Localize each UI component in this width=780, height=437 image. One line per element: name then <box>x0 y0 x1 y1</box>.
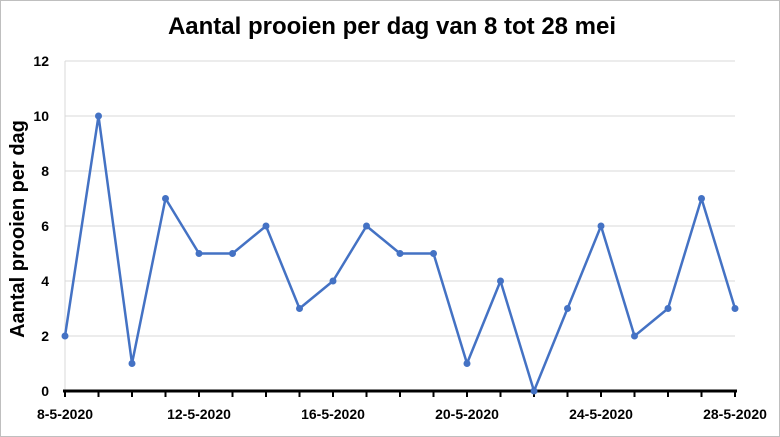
x-tick-label: 20-5-2020 <box>435 406 499 422</box>
data-point <box>564 305 571 312</box>
y-tick-label: 0 <box>41 383 49 399</box>
data-point <box>296 305 303 312</box>
data-point <box>128 360 136 367</box>
data-point <box>229 250 236 257</box>
y-tick-labels: 0 2 4 6 8 10 12 <box>33 53 49 399</box>
y-tick-label: 6 <box>41 218 49 234</box>
data-point <box>363 222 370 230</box>
data-point <box>430 250 437 257</box>
data-point <box>61 332 69 340</box>
chart-title: Aantal prooien per dag van 8 tot 28 mei <box>168 13 616 40</box>
data-point <box>463 360 471 367</box>
data-point <box>95 112 102 120</box>
y-tick-label: 4 <box>41 273 49 289</box>
data-point <box>597 222 605 230</box>
y-tick-label: 12 <box>33 53 49 69</box>
y-axis-label: Aantal prooien per dag <box>7 120 29 338</box>
data-point <box>195 250 203 257</box>
gridlines <box>65 60 735 337</box>
x-tick-label: 24-5-2020 <box>569 406 633 422</box>
series-line <box>61 112 739 395</box>
data-point <box>497 277 504 285</box>
x-tick-label: 12-5-2020 <box>167 406 231 422</box>
x-tick-label: 8-5-2020 <box>37 406 93 422</box>
x-tick-labels: 8-5-2020 12-5-2020 16-5-2020 20-5-2020 24-5-… <box>37 391 767 422</box>
y-tick-label: 2 <box>41 328 49 344</box>
data-point <box>698 195 705 202</box>
data-point <box>162 195 169 202</box>
y-tick-label: 8 <box>41 163 49 179</box>
y-tick-label: 10 <box>33 108 49 124</box>
data-point <box>664 305 672 312</box>
data-point <box>530 387 538 395</box>
data-point <box>731 305 739 312</box>
data-point <box>396 250 404 257</box>
data-point <box>262 222 270 230</box>
x-tick-label: 16-5-2020 <box>301 406 365 422</box>
data-point <box>631 332 638 340</box>
x-tick-label: 28-5-2020 <box>703 406 767 422</box>
data-point <box>329 277 337 285</box>
